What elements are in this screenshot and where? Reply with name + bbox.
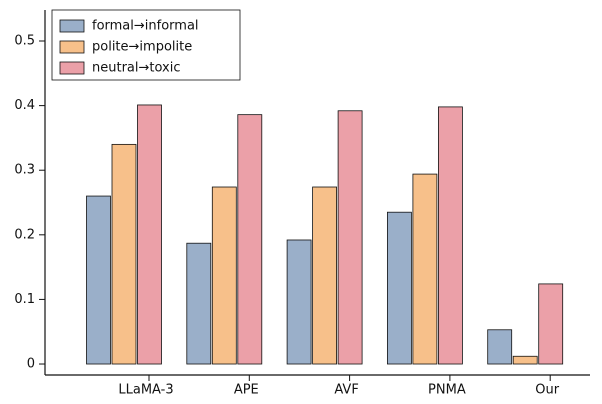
x-tick-label: APE: [234, 383, 259, 398]
bar: [111, 143, 137, 365]
x-tick-label: AVF: [334, 383, 358, 398]
bar: [512, 355, 538, 365]
y-tick-label: 0: [27, 357, 35, 372]
y-tick-label: 0.3: [14, 163, 35, 178]
legend-label: formal→informal: [92, 19, 199, 34]
bar: [137, 104, 162, 365]
y-tick-label: 0.2: [14, 227, 35, 242]
bar: [437, 106, 463, 365]
legend-label: polite→impolite: [92, 40, 192, 55]
bar: [312, 186, 338, 365]
x-tick-label: LLaMA-3: [118, 383, 173, 398]
x-tick-label: PNMA: [428, 383, 466, 398]
legend-label: neutral→toxic: [92, 61, 181, 76]
bar: [337, 110, 363, 365]
y-tick-label: 0.1: [14, 292, 35, 307]
legend-swatch: [59, 40, 85, 54]
bar: [487, 329, 513, 365]
bar: [538, 283, 564, 365]
bar: [86, 195, 111, 365]
bar: [412, 173, 438, 365]
legend-swatch: [59, 19, 85, 33]
bar: [186, 242, 212, 365]
bar: [286, 239, 312, 365]
x-tick-label: Our: [535, 383, 559, 398]
y-tick-label: 0.5: [14, 34, 35, 49]
bar: [237, 114, 263, 365]
bar: [386, 211, 412, 365]
legend-swatch: [59, 61, 85, 75]
bar: [211, 186, 237, 365]
y-tick-label: 0.4: [14, 98, 35, 113]
